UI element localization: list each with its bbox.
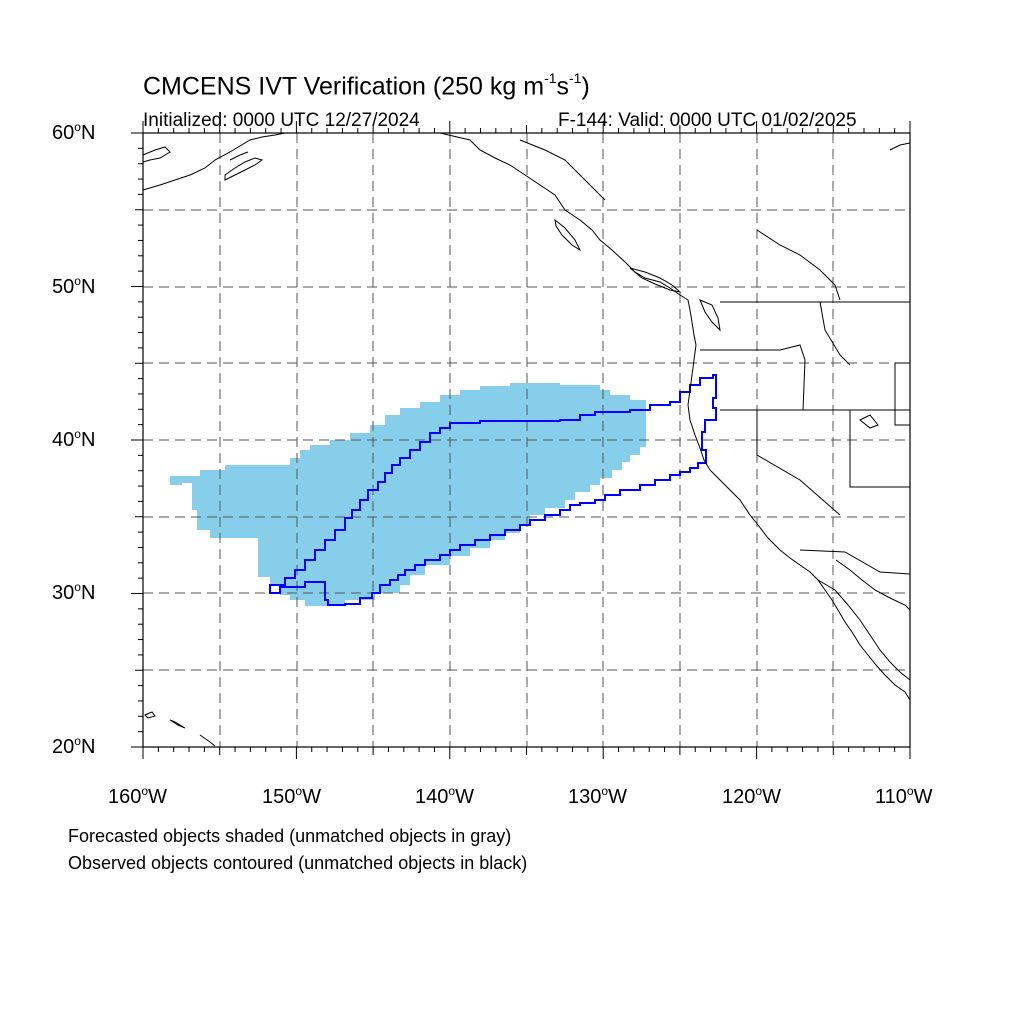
valid-time: F-144: Valid: 0000 UTC 01/02/2025 (558, 110, 857, 131)
us-west-coast (687, 344, 911, 701)
baja-coast (817, 579, 911, 681)
coastlines (142, 132, 911, 747)
lon-label-120w: 120oW (722, 784, 781, 808)
initialized-time: Initialized: 0000 UTC 12/27/2024 (143, 110, 420, 131)
alaska-coast (142, 132, 286, 191)
chart-title: CMCENS IVT Verification (250 kg m-1s-1) (143, 70, 590, 101)
forecast-ivt-object (170, 383, 646, 606)
lon-label-160w: 160oW (108, 784, 167, 808)
lat-label-40n: 40oN (52, 427, 96, 451)
caption-forecast: Forecasted objects shaded (unmatched obj… (68, 826, 512, 846)
nevada-border (756, 410, 841, 516)
lon-label-140w: 140oW (415, 784, 474, 808)
lon-label-150w: 150oW (262, 784, 321, 808)
lat-label-30n: 30oN (52, 580, 96, 604)
lat-label-50n: 50oN (52, 274, 96, 298)
caption-observed: Observed objects contoured (unmatched ob… (68, 853, 528, 873)
graticule (143, 133, 910, 747)
lon-label-130w: 130oW (568, 784, 627, 808)
lon-label-110w: 110oW (875, 784, 933, 808)
tick-marks (131, 121, 911, 759)
observed-ivt-contour (269, 374, 717, 606)
lat-label-60n: 60oN (52, 120, 96, 144)
bc-coast (439, 132, 697, 346)
lat-label-20n: 20oN (52, 734, 96, 758)
